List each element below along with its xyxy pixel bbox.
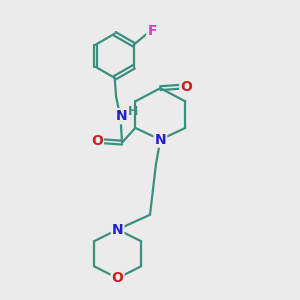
Text: F: F bbox=[147, 24, 157, 38]
Text: O: O bbox=[91, 134, 103, 148]
Text: N: N bbox=[112, 223, 123, 236]
Text: N: N bbox=[154, 133, 166, 147]
Text: O: O bbox=[180, 80, 192, 94]
Text: N: N bbox=[116, 109, 128, 123]
Text: H: H bbox=[128, 105, 138, 118]
Text: O: O bbox=[112, 271, 124, 285]
